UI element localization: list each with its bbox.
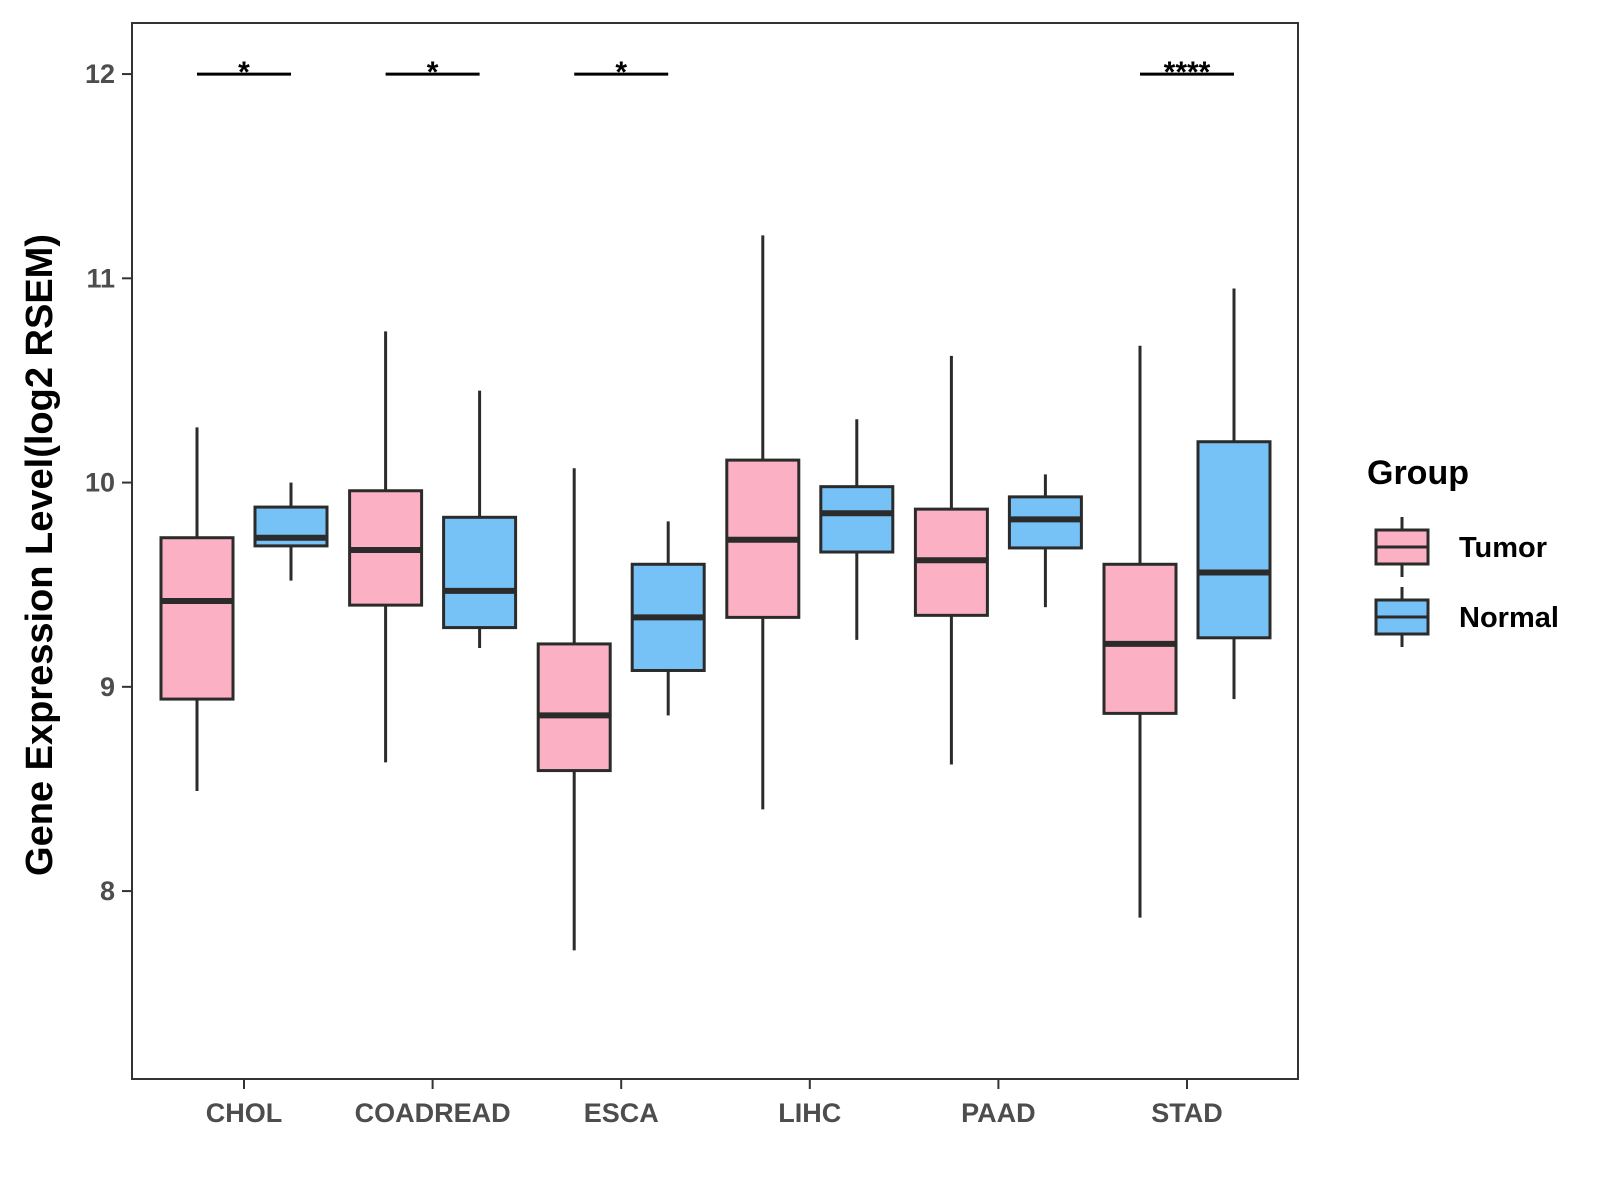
legend: Group Tumor Normal xyxy=(1367,454,1559,647)
significance-label: * xyxy=(238,56,250,89)
panel-border xyxy=(131,22,1299,1080)
x-category-label: ESCA xyxy=(584,1098,659,1128)
box-body xyxy=(1007,495,1083,550)
x-category-label: COADREAD xyxy=(355,1098,511,1128)
box-normal-coadread xyxy=(442,390,518,649)
box-body xyxy=(536,642,612,773)
box-normal-lihc xyxy=(819,419,895,640)
x-category-label: PAAD xyxy=(961,1098,1036,1128)
legend-title: Group xyxy=(1367,454,1469,492)
box-normal-esca xyxy=(630,521,706,716)
significance-label: * xyxy=(615,56,627,89)
significance-label: **** xyxy=(1164,56,1211,89)
box-body xyxy=(442,515,518,630)
legend-item-normal: Normal xyxy=(1374,587,1559,647)
y-axis-title: Gene Expression Level(log2 RSEM) xyxy=(19,234,61,876)
box-tumor-coadread xyxy=(348,331,424,763)
box-tumor-paad xyxy=(913,355,989,765)
y-tick-label: 12 xyxy=(85,59,115,89)
y-tick-label: 9 xyxy=(100,672,115,702)
box-body xyxy=(1196,440,1272,640)
y-tick-label: 10 xyxy=(85,468,115,498)
box-normal-chol xyxy=(253,482,329,581)
y-tick-label: 11 xyxy=(86,263,115,293)
y-tick-label: 8 xyxy=(100,876,115,906)
box-body xyxy=(159,536,235,701)
legend-item-tumor: Tumor xyxy=(1374,517,1547,577)
box-tumor-stad xyxy=(1102,345,1178,918)
box-body xyxy=(1102,562,1178,715)
box-tumor-esca xyxy=(536,468,612,951)
box-tumor-lihc xyxy=(725,235,801,810)
box-normal-stad xyxy=(1196,288,1272,700)
significance-label: * xyxy=(427,56,439,89)
x-category-label: STAD xyxy=(1151,1098,1223,1128)
box-body xyxy=(819,485,895,554)
legend-label: Tumor xyxy=(1459,532,1547,564)
box-tumor-chol xyxy=(159,427,235,791)
box-normal-paad xyxy=(1007,474,1083,608)
x-category-label: LIHC xyxy=(778,1098,841,1128)
legend-label: Normal xyxy=(1459,602,1559,634)
x-category-label: CHOL xyxy=(206,1098,283,1128)
